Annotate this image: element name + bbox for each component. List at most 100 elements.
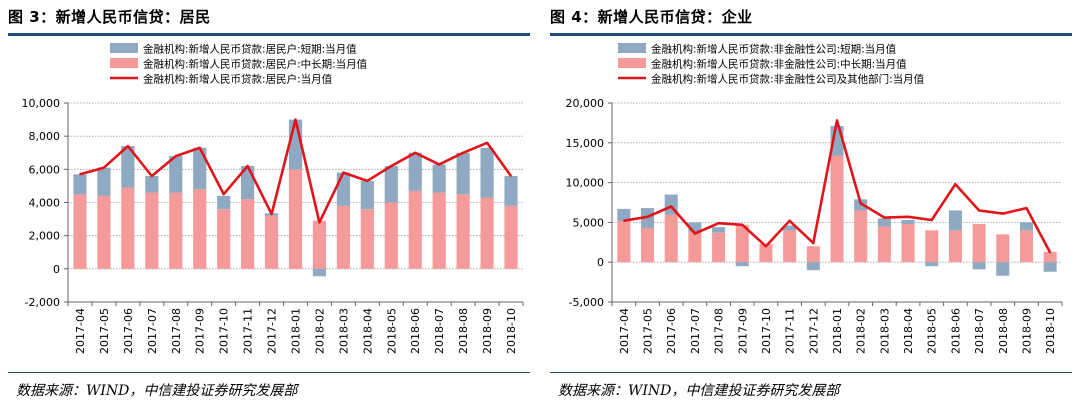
x-tick-label: 2018-02: [855, 308, 868, 354]
bar-long-term: [783, 230, 797, 263]
y-tick-label: 15,000: [566, 137, 605, 150]
bar-short-term: [901, 220, 915, 224]
corporate-credit-chart: 金融机构:新增人民币贷款:非金融性公司:短期:当月值金融机构:新增人民币贷款:非…: [566, 43, 1063, 354]
line-point: [883, 216, 886, 219]
bar-short-term: [217, 195, 231, 210]
x-tick-label: 2018-08: [457, 308, 470, 354]
bar-short-term: [97, 167, 111, 196]
bar-long-term: [97, 195, 111, 269]
line-point: [765, 245, 767, 248]
x-tick-label: 2018-09: [481, 308, 494, 354]
bar-long-term: [712, 232, 726, 263]
legend-label: 金融机构:新增人民币贷款:非金融性公司:短期:当月值: [651, 43, 897, 56]
title-rule: [550, 33, 1072, 36]
x-tick-label: 2017-11: [784, 308, 797, 354]
x-tick-label: 2017-06: [665, 308, 678, 354]
x-tick-label: 2018-08: [997, 308, 1010, 354]
line-point: [623, 220, 625, 222]
x-tick-label: 2017-04: [74, 308, 87, 354]
x-tick-label: 2018-06: [949, 308, 962, 354]
source-note: 数据来源：WIND，中信建投证券研究发展部: [558, 383, 840, 399]
legend-label: 金融机构:新增人民币贷款:居民户:中长期:当月值: [143, 58, 368, 71]
line-point: [741, 223, 744, 226]
bar-long-term: [996, 234, 1010, 263]
figure-title: 图 3：新增人民币信贷：居民: [8, 8, 211, 26]
bar-short-term: [408, 152, 422, 191]
bar-short-term: [73, 174, 87, 195]
bar-long-term: [877, 226, 891, 263]
y-tick-label: 4,000: [29, 197, 61, 210]
legend-bar-swatch: [618, 58, 646, 68]
y-tick-label: 2,000: [29, 230, 61, 243]
line-point: [670, 205, 673, 208]
line-point: [954, 183, 957, 185]
legend-label: 金融机构:新增人民币贷款:居民户:短期:当月值: [143, 43, 357, 56]
bar-long-term: [948, 230, 962, 263]
x-tick-label: 2018-01: [290, 308, 303, 354]
x-tick-label: 2017-08: [170, 308, 183, 354]
bar-long-term: [806, 246, 820, 263]
bottom-rule: [8, 372, 530, 373]
x-tick-label: 2017-04: [618, 308, 631, 354]
y-tick-label: 10,000: [22, 97, 61, 110]
household-credit-chart: 金融机构:新增人民币贷款:居民户:短期:当月值金融机构:新增人民币贷款:居民户:…: [22, 43, 524, 354]
bar-short-term: [312, 268, 327, 277]
source-note: 数据来源：WIND，中信建投证券研究发展部: [16, 383, 298, 399]
x-tick-label: 2017-07: [146, 308, 159, 354]
y-tick-label: 0: [597, 256, 604, 269]
line-point: [836, 119, 838, 122]
x-tick-label: 2017-05: [98, 308, 111, 354]
line-point: [510, 175, 512, 177]
x-tick-label: 2017-12: [266, 308, 279, 354]
figure-title: 图 4：新增人民币信贷：企业: [550, 8, 753, 26]
y-tick-label: 6,000: [29, 163, 61, 176]
bar-long-term: [336, 205, 350, 269]
bar-short-term: [996, 262, 1010, 276]
line-point: [788, 220, 791, 222]
x-tick-label: 2018-07: [973, 308, 986, 354]
bar-long-term: [617, 220, 631, 263]
bar-long-term: [360, 209, 374, 269]
y-tick-label: 10,000: [566, 177, 605, 190]
legend-bar-swatch: [110, 43, 138, 53]
bar-short-term: [145, 175, 159, 193]
line-point: [486, 142, 488, 144]
x-tick-label: 2017-08: [713, 308, 726, 354]
line-point: [930, 219, 933, 221]
line-point: [174, 155, 177, 157]
x-tick-label: 2017-10: [218, 308, 231, 354]
bar-long-term: [288, 169, 303, 269]
x-tick-label: 2017-05: [642, 308, 655, 354]
bar-short-term: [948, 210, 962, 231]
x-tick-label: 2018-05: [385, 308, 398, 354]
bar-long-term: [384, 202, 398, 269]
line-point: [222, 193, 225, 196]
bar-short-term: [877, 218, 891, 227]
x-tick-label: 2018-02: [313, 308, 326, 354]
x-tick-label: 2017-10: [760, 308, 773, 354]
line-point: [462, 151, 464, 154]
line-point: [859, 202, 862, 205]
line-point: [270, 213, 273, 215]
line-point: [978, 209, 980, 212]
bar-long-term: [901, 223, 915, 263]
bar-short-term: [504, 175, 518, 206]
bar-short-term: [617, 208, 631, 221]
x-tick-label: 2017-09: [736, 308, 749, 354]
legend-bar-swatch: [110, 58, 138, 68]
figure-3-panel: 图 3：新增人民币信贷：居民 金融机构:新增人民币贷款:居民户:短期:当月值 金融…: [8, 0, 538, 408]
bar-short-term: [925, 262, 939, 267]
bar-short-term: [169, 156, 183, 193]
bar-long-term: [830, 155, 844, 263]
bar-long-term: [121, 187, 135, 269]
bottom-rule: [550, 372, 1072, 373]
y-tick-label: -2,000: [25, 296, 60, 309]
line-point: [366, 180, 369, 182]
bar-long-term: [641, 227, 655, 263]
line-point: [103, 166, 105, 169]
figure-4-panel: 图 4：新增人民币信贷：企业 金融机构:新增人民币贷款:非金融性公司:短期:当月…: [550, 0, 1080, 408]
line-point: [717, 222, 720, 224]
line-point: [1025, 207, 1028, 209]
bar-long-term: [145, 192, 159, 269]
legend-label: 金融机构:新增人民币贷款:非金融性公司:中长期:当月值: [651, 58, 907, 71]
